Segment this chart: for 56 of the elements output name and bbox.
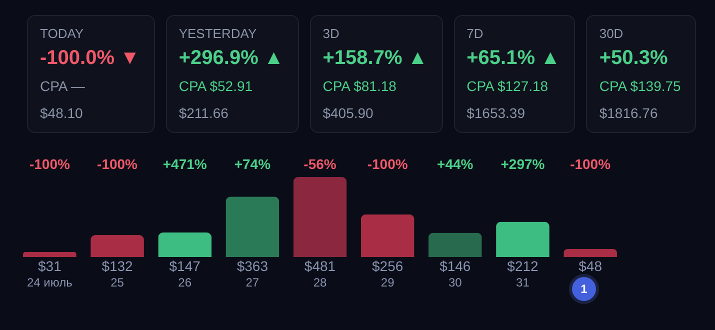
text: -100% <box>570 156 612 172</box>
bar <box>293 177 347 257</box>
text: -56% <box>304 156 337 172</box>
bar <box>496 222 550 257</box>
x-tick-label: 24 июль <box>27 276 72 290</box>
bar <box>428 232 482 257</box>
text: $211.66 <box>178 105 230 121</box>
text: +297% <box>500 156 546 172</box>
text: CPA $127.18 <box>466 78 550 94</box>
text: 3D <box>322 26 340 41</box>
text: 30D <box>599 26 624 41</box>
bar <box>90 235 144 257</box>
text: 7D <box>466 26 484 41</box>
text: +158.7% ▲ <box>322 47 428 70</box>
data-label: $363 <box>236 258 268 274</box>
text: -100.0% ▼ <box>40 47 140 70</box>
x-tick-label: 31 <box>516 276 530 290</box>
data-label: $256 <box>372 258 404 274</box>
bar <box>360 214 414 257</box>
data-label: $147 <box>169 258 201 274</box>
data-label: $31 <box>38 258 62 274</box>
text: CPA — <box>40 78 86 94</box>
text: YESTERDAY <box>178 26 258 41</box>
text: TODAY <box>40 26 85 41</box>
text: -100% <box>97 156 138 172</box>
badge: 1 <box>572 277 596 301</box>
bar <box>23 252 76 257</box>
x-tick-label: 27 <box>246 276 260 290</box>
text: -100% <box>29 156 70 172</box>
bar <box>158 232 212 257</box>
text: CPA $139.75 <box>599 78 681 94</box>
text: CPA $52.91 <box>178 78 254 94</box>
text: $48.10 <box>40 105 84 121</box>
text: +44% <box>437 156 474 172</box>
text: $1816.76 <box>599 105 659 121</box>
x-tick-label: 25 <box>110 276 124 290</box>
text: -100% <box>367 156 408 172</box>
text: +296.9% ▲ <box>178 47 284 70</box>
text: +74% <box>234 156 272 172</box>
data-label: $132 <box>102 258 134 274</box>
text: $1653.39 <box>466 105 526 121</box>
text: $405.90 <box>322 105 374 121</box>
x-tick-label: 26 <box>178 276 192 290</box>
data-label: $212 <box>507 258 539 274</box>
text: +50.3% <box>599 47 669 70</box>
x-tick-label: 29 <box>380 276 395 290</box>
x-tick-label: 30 <box>448 276 462 290</box>
data-label: $48 <box>578 258 602 274</box>
x-tick-label: 28 <box>313 276 327 290</box>
text: +65.1% ▲ <box>466 47 560 70</box>
bar <box>226 196 280 257</box>
text: CPA $81.18 <box>322 78 398 94</box>
bar <box>564 249 617 257</box>
text: +471% <box>162 156 208 172</box>
data-label: $146 <box>440 258 471 274</box>
data-label: $481 <box>304 258 336 274</box>
